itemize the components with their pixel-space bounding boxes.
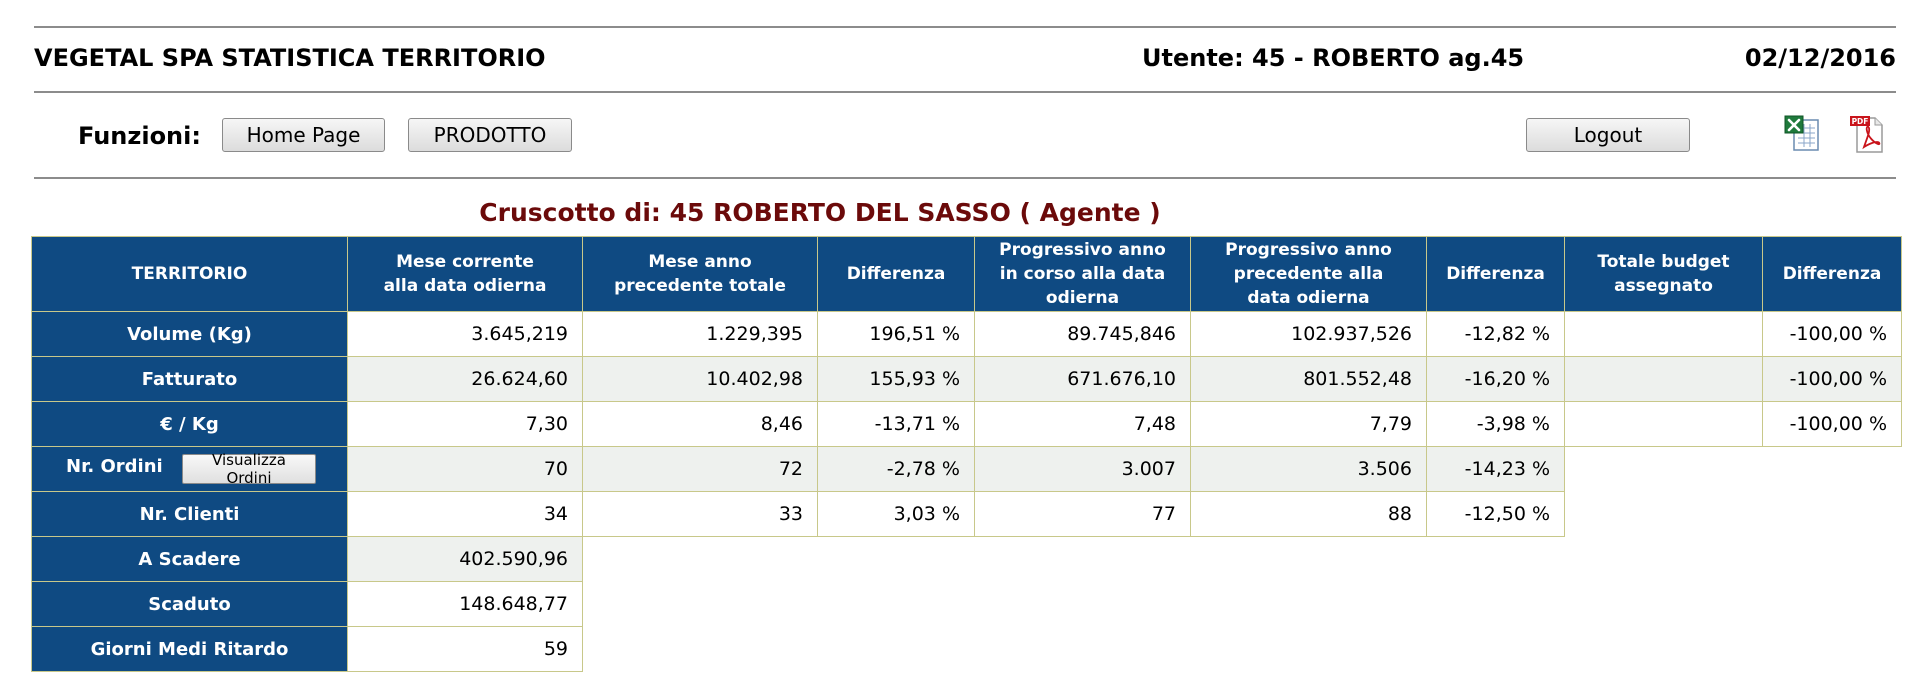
table-cell: 3,03 % [817,491,975,537]
table-cell: 155,93 % [817,356,975,402]
table-cell: 148.648,77 [347,581,583,627]
current-date: 02/12/2016 [1744,44,1896,72]
table-cell: -13,71 % [817,401,975,447]
row-label-scaduto: Scaduto [31,581,348,627]
table-cell: 8,46 [582,401,818,447]
table-cell: 1.229,395 [582,311,818,357]
table-cell: -100,00 % [1762,311,1902,357]
table-cell [1564,311,1763,357]
table-cell: 102.937,526 [1190,311,1427,357]
header-divider [34,91,1896,93]
table-cell: -12,82 % [1426,311,1565,357]
table-cell: 801.552,48 [1190,356,1427,402]
row-label-a-scadere: A Scadere [31,536,348,582]
row-label-nr-ordini-text: Nr. Ordini [66,456,163,477]
table-cell: 3.645,219 [347,311,583,357]
table-cell: 7,79 [1190,401,1427,447]
app-title: VEGETAL SPA STATISTICA TERRITORIO [34,44,546,72]
table-cell: -3,98 % [1426,401,1565,447]
row-label-fatturato: Fatturato [31,356,348,402]
table-row-a-scadere: A Scadere 402.590,96 [31,536,1902,582]
table-cell: 59 [347,626,583,672]
table-cell: 34 [347,491,583,537]
empty-cell [583,582,1902,627]
user-info: Utente: 45 - ROBERTO ag.45 [1142,44,1525,72]
table-row-euro-kg: € / Kg 7,30 8,46 -13,71 % 7,48 7,79 -3,9… [31,401,1902,447]
table-cell: -100,00 % [1762,401,1902,447]
table-cell: 10.402,98 [582,356,818,402]
col-header-budget: Totale budget assegnato [1564,236,1763,312]
table-cell: 77 [974,491,1191,537]
table-cell [1564,356,1763,402]
table-cell: -16,20 % [1426,356,1565,402]
col-header-progressivo-corso: Progressivo anno in corso alla data odiern… [974,236,1191,312]
table-row-giorni-medi-ritardo: Giorni Medi Ritardo 59 [31,626,1902,672]
prodotto-button[interactable]: PRODOTTO [408,118,572,152]
table-cell: -100,00 % [1762,356,1902,402]
table-cell: 26.624,60 [347,356,583,402]
table-cell: -14,23 % [1426,446,1565,492]
pdf-icon[interactable]: PDF [1847,114,1887,154]
pdf-badge-text: PDF [1852,117,1869,126]
table-cell: 3.506 [1190,446,1427,492]
table-cell: 196,51 % [817,311,975,357]
functions-label: Funzioni: [78,122,201,150]
col-header-progressivo-prec: Progressivo anno precedente alla data odie… [1190,236,1427,312]
table-cell: -12,50 % [1426,491,1565,537]
col-header-differenza-1: Differenza [817,236,975,312]
table-row-nr-ordini: Nr. Ordini Visualizza Ordini 70 72 -2,78… [31,446,1902,492]
top-divider [34,26,1896,28]
table-header-row: TERRITORIO Mese corrente alla data odiern… [31,236,1902,312]
row-label-nr-ordini: Nr. Ordini Visualizza Ordini [31,446,348,492]
excel-icon[interactable] [1782,114,1822,154]
table-row-scaduto: Scaduto 148.648,77 [31,581,1902,627]
toolbar-divider [34,177,1896,179]
table-cell: 33 [582,491,818,537]
col-header-mese-anno-prec: Mese anno precedente totale [582,236,818,312]
table-row-nr-clienti: Nr. Clienti 34 33 3,03 % 77 88 -12,50 % [31,491,1902,537]
empty-cell [583,627,1902,672]
logout-button[interactable]: Logout [1526,118,1690,152]
table-cell: -2,78 % [817,446,975,492]
col-header-mese-corrente: Mese corrente alla data odierna [347,236,583,312]
table-cell: 70 [347,446,583,492]
empty-cell [583,537,1902,582]
row-label-nr-clienti: Nr. Clienti [31,491,348,537]
row-label-giorni-medi-ritardo: Giorni Medi Ritardo [31,626,348,672]
empty-cell [1565,492,1902,537]
table-cell [1564,401,1763,447]
col-header-differenza-3: Differenza [1762,236,1902,312]
row-label-volume: Volume (Kg) [31,311,348,357]
table-cell: 89.745,846 [974,311,1191,357]
table-cell: 3.007 [974,446,1191,492]
table-cell: 72 [582,446,818,492]
table-row-fatturato: Fatturato 26.624,60 10.402,98 155,93 % 6… [31,356,1902,402]
header-bar: VEGETAL SPA STATISTICA TERRITORIO Utente… [34,44,1896,78]
home-page-button[interactable]: Home Page [222,118,385,152]
table-row-volume: Volume (Kg) 3.645,219 1.229,395 196,51 %… [31,311,1902,357]
row-label-euro-kg: € / Kg [31,401,348,447]
table-cell: 402.590,96 [347,536,583,582]
table-cell: 671.676,10 [974,356,1191,402]
col-header-differenza-2: Differenza [1426,236,1565,312]
col-header-territorio: TERRITORIO [31,236,348,312]
functions-toolbar: Funzioni: Home Page PRODOTTO Logout PDF [0,114,1920,158]
table-cell: 7,48 [974,401,1191,447]
dashboard-title: Cruscotto di: 45 ROBERTO DEL SASSO ( Age… [479,198,1161,227]
table-cell: 7,30 [347,401,583,447]
visualizza-ordini-button[interactable]: Visualizza Ordini [182,451,316,487]
territory-stats-table: TERRITORIO Mese corrente alla data odiern… [31,236,1902,672]
empty-cell [1565,447,1902,492]
table-cell: 88 [1190,491,1427,537]
